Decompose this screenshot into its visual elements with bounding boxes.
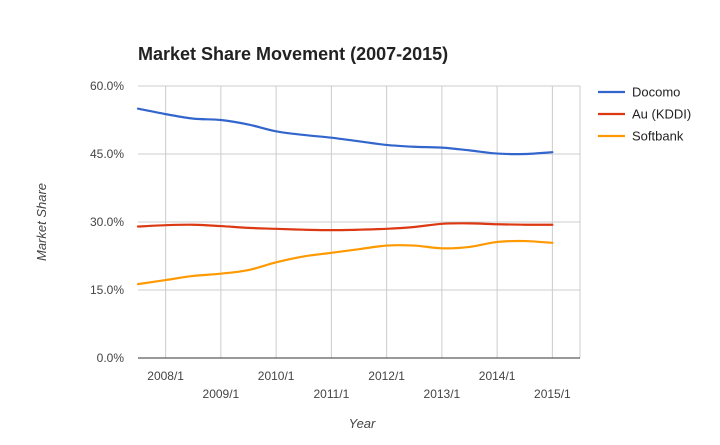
legend-label-au-kddi: Au (KDDI) [632,107,691,122]
x-tick-label: 2011/1 [313,387,349,401]
x-tick-label: 2012/1 [368,369,405,383]
series-lines [136,107,554,286]
series-line-softbank [136,239,554,286]
x-tick-label: 2010/1 [258,369,295,383]
legend-label-docomo: Docomo [632,85,680,100]
y-tick-label: 0.0% [97,351,125,365]
series-line-docomo [136,107,554,156]
series-line-au-kddi [136,222,554,232]
x-tick-labels: 2008/1 2009/1 2010/1 2011/1 2012/1 2013/1 2014… [147,369,571,401]
y-tick-label: 45.0% [90,147,124,161]
x-axis-label: Year [349,416,376,431]
legend-label-softbank: Softbank [632,129,684,144]
x-tick-label: 2008/1 [147,369,184,383]
y-axis-label: Market Share [34,183,49,261]
x-tick-label: 2013/1 [424,387,461,401]
y-tick-labels: 0.0% 15.0% 30.0% 45.0% 60.0% [90,79,124,365]
legend: Docomo Au (KDDI) Softbank [598,85,691,144]
y-tick-label: 60.0% [90,79,124,93]
x-tick-label: 2009/1 [203,387,240,401]
x-tick-label: 2015/1 [534,387,571,401]
x-tick-label: 2014/1 [479,369,516,383]
gridlines [138,85,581,358]
chart-title: Market Share Movement (2007-2015) [138,44,448,64]
y-tick-label: 30.0% [90,215,124,229]
y-tick-label: 15.0% [90,283,124,297]
